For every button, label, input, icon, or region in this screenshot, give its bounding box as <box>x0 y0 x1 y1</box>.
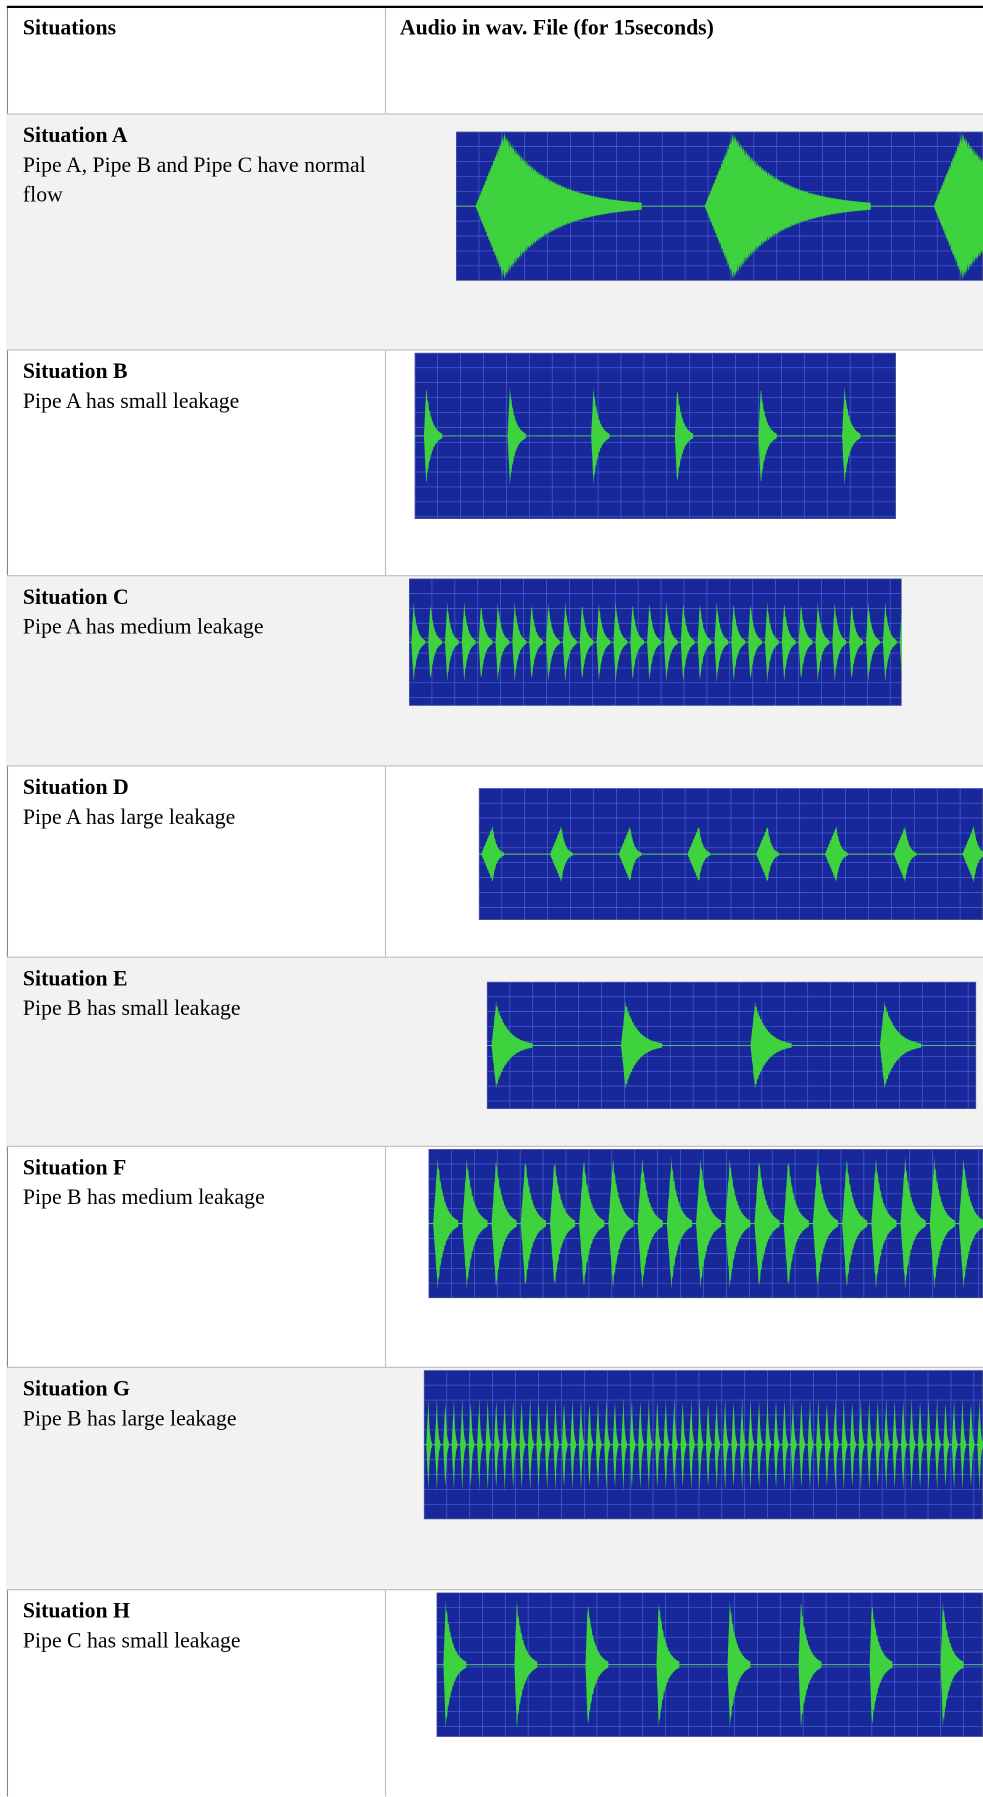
situation-description: Pipe B has large leakage <box>23 1407 237 1431</box>
waveform-image <box>456 132 983 281</box>
table: Situations Audio in wav. File (for 15sec… <box>0 0 983 1796</box>
situation-cell: Situation HPipe C has small leakage <box>23 1597 367 1657</box>
situation-cell: Situation EPipe B has small leakage <box>23 965 367 1025</box>
situation-title: Situation F <box>23 1154 367 1184</box>
situation-description: Pipe C has small leakage <box>23 1629 241 1653</box>
situation-title: Situation B <box>23 357 367 387</box>
waveform-image <box>428 1149 983 1298</box>
situation-description: Pipe B has medium leakage <box>23 1186 265 1210</box>
header-cell: Situations <box>23 14 367 44</box>
situation-description: Pipe B has small leakage <box>23 997 241 1021</box>
situation-cell: Situation FPipe B has medium leakage <box>23 1154 367 1214</box>
waveform-image <box>424 1370 983 1519</box>
situation-description: Pipe A has large leakage <box>23 805 235 829</box>
situation-title: Situation C <box>23 583 367 613</box>
situation-title: Situation E <box>23 965 367 995</box>
situation-description: Pipe A, Pipe B and Pipe C have normal fl… <box>23 154 366 208</box>
waveform-image <box>437 1593 983 1737</box>
situation-description: Pipe A has medium leakage <box>23 615 264 639</box>
waveform-image <box>487 982 976 1109</box>
situation-cell: Situation B Pipe A has small leakage <box>23 357 367 417</box>
waveform-image <box>415 353 896 519</box>
header-cell: Audio in wav. File (for 15seconds) <box>400 14 973 44</box>
situation-description: Pipe A has small leakage <box>23 390 239 414</box>
situation-title: Situation D <box>23 773 367 803</box>
situation-title: Situation G <box>23 1375 367 1405</box>
waveform-image <box>409 579 902 706</box>
table-border <box>7 6 983 8</box>
situation-cell: Situation CPipe A has medium leakage <box>23 583 367 643</box>
header-row: Situations Audio in wav. File (for 15sec… <box>7 7 983 114</box>
situation-title: Situation H <box>23 1597 367 1627</box>
page: Situations Audio in wav. File (for 15sec… <box>0 0 983 1797</box>
waveform-image <box>479 788 983 920</box>
situation-title: Situation A <box>23 121 367 151</box>
